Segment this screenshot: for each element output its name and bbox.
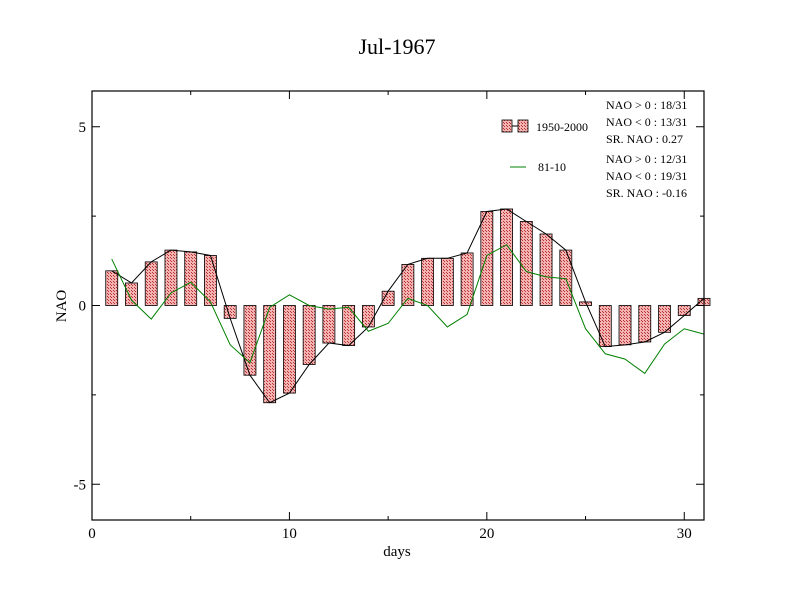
- bar-day-30: [677, 305, 691, 316]
- legend: 1950-2000 81-10: [501, 119, 588, 174]
- stat-nao-pos-1: NAO > 0 : 18/31: [606, 98, 687, 112]
- bar-day-19: [460, 252, 474, 306]
- bar-day-13: [342, 305, 356, 346]
- bar-day-14: [361, 305, 375, 328]
- series-line-1950-2000: [111, 208, 705, 404]
- bar-day-1: [105, 270, 119, 306]
- stat-sr-nao-1: SR. NAO : 0.27: [606, 132, 683, 146]
- bar-day-12: [322, 305, 336, 344]
- bar-day-24: [559, 249, 573, 306]
- legend-label-81-10: 81-10: [538, 160, 566, 174]
- bar-day-10: [283, 305, 296, 394]
- axes: 0 10 20 30 5 0 -5: [74, 91, 704, 542]
- bar-day-26: [598, 305, 612, 348]
- y-tick-label-0: 0: [79, 299, 87, 315]
- bar-day-18: [440, 257, 454, 306]
- bar-day-4: [164, 249, 178, 306]
- legend-swatch-1950-2000-right: [517, 119, 529, 133]
- bar-day-7: [223, 305, 237, 319]
- x-axis-label: days: [383, 544, 411, 560]
- y-tick-label--5: -5: [74, 477, 87, 493]
- bar-day-28: [638, 305, 652, 343]
- bar-day-22: [519, 221, 533, 306]
- y-tick-label-5: 5: [79, 120, 87, 136]
- bar-day-5: [184, 251, 198, 306]
- stat-nao-pos-2: NAO > 0 : 12/31: [606, 152, 687, 166]
- bar-day-20: [480, 211, 494, 306]
- x-tick-label-10: 10: [282, 526, 297, 542]
- stat-nao-neg-2: NAO < 0 : 19/31: [606, 169, 687, 183]
- plot-area: [105, 208, 711, 404]
- x-tick-label-0: 0: [88, 526, 96, 542]
- legend-label-1950-2000: 1950-2000: [536, 120, 588, 134]
- bar-day-27: [618, 305, 632, 346]
- bar-day-8: [243, 305, 257, 376]
- stat-nao-neg-1: NAO < 0 : 13/31: [606, 115, 687, 129]
- stat-sr-nao-2: SR. NAO : -0.16: [606, 186, 687, 200]
- bar-day-21: [500, 208, 513, 306]
- bar-day-17: [421, 257, 435, 306]
- bar-day-11: [302, 305, 316, 365]
- x-tick-label-20: 20: [479, 526, 494, 542]
- x-tick-label-30: 30: [677, 526, 692, 542]
- chart-title: Jul-1967: [359, 34, 436, 59]
- stats-annotation-81-10: NAO > 0 : 12/31 NAO < 0 : 19/31 SR. NAO …: [606, 152, 687, 200]
- y-axis-label: NAO: [54, 290, 70, 323]
- bar-day-3: [144, 261, 158, 306]
- bar-day-2: [125, 282, 138, 306]
- stats-annotation-1950-2000: NAO > 0 : 18/31 NAO < 0 : 13/31 SR. NAO …: [606, 98, 687, 146]
- legend-swatch-1950-2000: [501, 119, 513, 133]
- bar-day-23: [539, 233, 553, 306]
- series-line-81-10: [111, 244, 705, 375]
